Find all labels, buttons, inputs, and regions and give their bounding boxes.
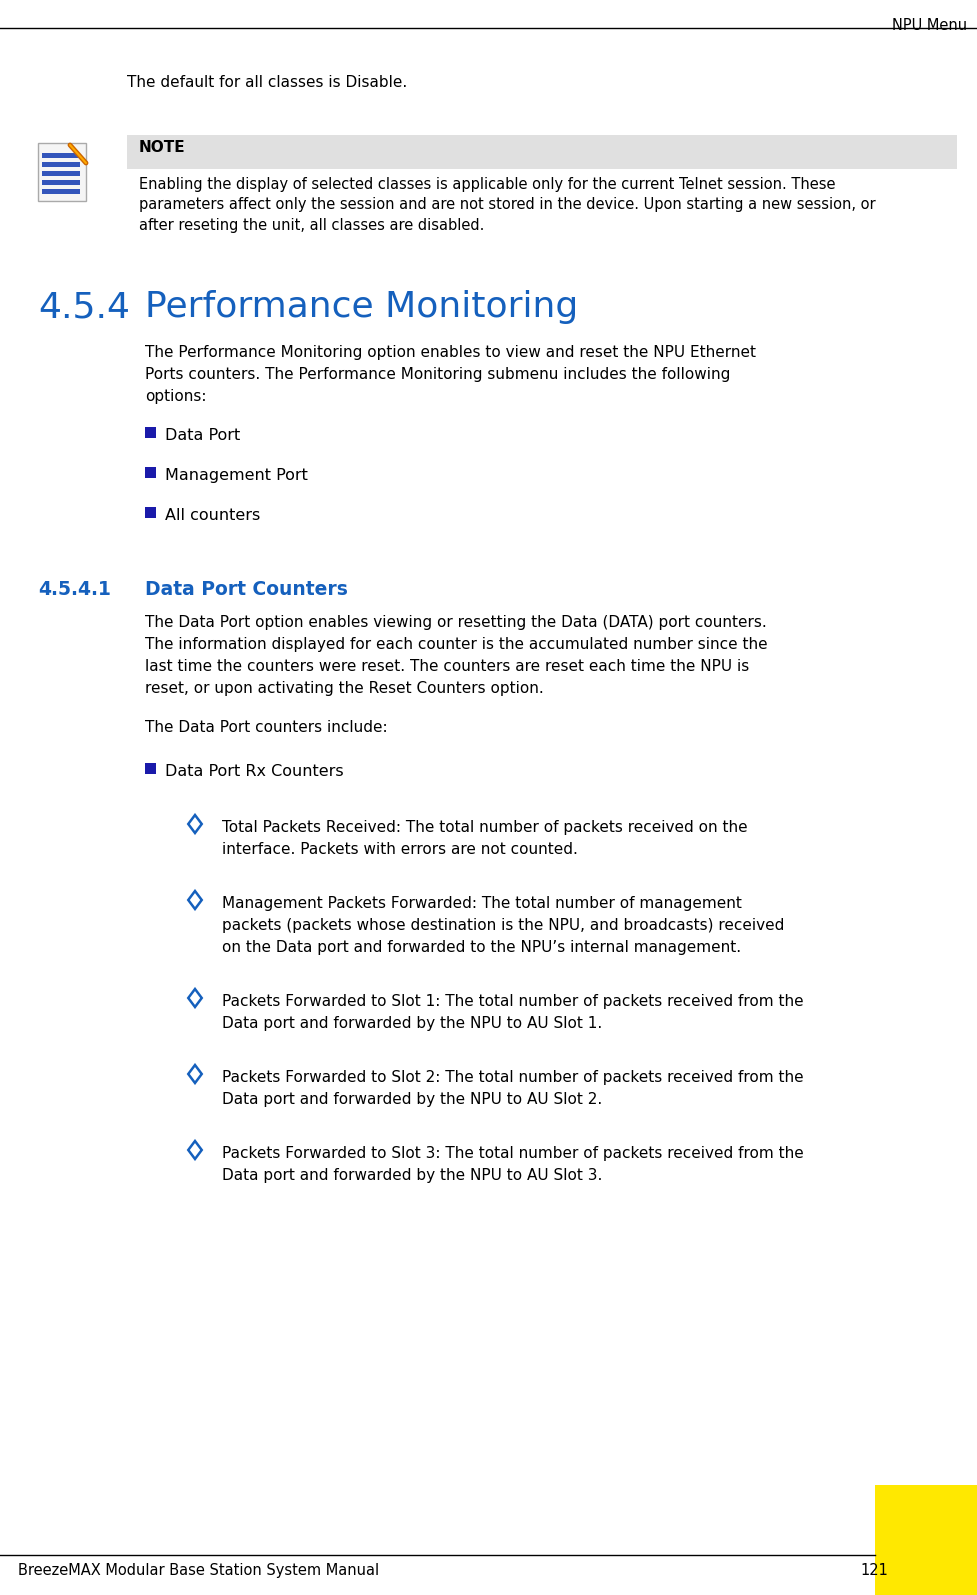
FancyBboxPatch shape xyxy=(38,144,86,201)
FancyBboxPatch shape xyxy=(42,163,80,167)
Text: Data port and forwarded by the NPU to AU Slot 3.: Data port and forwarded by the NPU to AU… xyxy=(222,1168,603,1183)
Text: The Data Port option enables viewing or resetting the Data (DATA) port counters.: The Data Port option enables viewing or … xyxy=(145,616,767,630)
Text: options:: options: xyxy=(145,389,206,404)
Text: Ports counters. The Performance Monitoring submenu includes the following: Ports counters. The Performance Monitori… xyxy=(145,367,731,381)
Text: NPU Menu: NPU Menu xyxy=(892,18,967,33)
Text: Data port and forwarded by the NPU to AU Slot 2.: Data port and forwarded by the NPU to AU… xyxy=(222,1093,602,1107)
FancyBboxPatch shape xyxy=(42,188,80,195)
Text: BreezeMAX Modular Base Station System Manual: BreezeMAX Modular Base Station System Ma… xyxy=(18,1563,379,1577)
Text: Management Packets Forwarded: The total number of management: Management Packets Forwarded: The total … xyxy=(222,896,742,911)
Text: Data Port Rx Counters: Data Port Rx Counters xyxy=(165,764,344,778)
Text: Data Port Counters: Data Port Counters xyxy=(145,581,348,600)
Text: 4.5.4: 4.5.4 xyxy=(38,290,130,324)
Text: Packets Forwarded to Slot 2: The total number of packets received from the: Packets Forwarded to Slot 2: The total n… xyxy=(222,1070,804,1085)
Text: Data port and forwarded by the NPU to AU Slot 1.: Data port and forwarded by the NPU to AU… xyxy=(222,1016,602,1030)
Text: The Data Port counters include:: The Data Port counters include: xyxy=(145,719,388,735)
Text: The Performance Monitoring option enables to view and reset the NPU Ethernet: The Performance Monitoring option enable… xyxy=(145,345,756,360)
Text: 4.5.4.1: 4.5.4.1 xyxy=(38,581,110,600)
Text: The information displayed for each counter is the accumulated number since the: The information displayed for each count… xyxy=(145,636,768,652)
Text: The default for all classes is Disable.: The default for all classes is Disable. xyxy=(127,75,407,89)
Text: Packets Forwarded to Slot 1: The total number of packets received from the: Packets Forwarded to Slot 1: The total n… xyxy=(222,994,804,1010)
Text: Management Port: Management Port xyxy=(165,467,308,483)
Text: All counters: All counters xyxy=(165,507,260,523)
Text: reset, or upon activating the Reset Counters option.: reset, or upon activating the Reset Coun… xyxy=(145,681,544,695)
FancyBboxPatch shape xyxy=(145,427,156,439)
FancyBboxPatch shape xyxy=(875,1485,977,1595)
FancyBboxPatch shape xyxy=(145,467,156,478)
FancyBboxPatch shape xyxy=(42,171,80,175)
Text: last time the counters were reset. The counters are reset each time the NPU is: last time the counters were reset. The c… xyxy=(145,659,749,675)
Text: Enabling the display of selected classes is applicable only for the current Teln: Enabling the display of selected classes… xyxy=(139,177,875,233)
Text: Packets Forwarded to Slot 3: The total number of packets received from the: Packets Forwarded to Slot 3: The total n… xyxy=(222,1145,804,1161)
FancyBboxPatch shape xyxy=(42,180,80,185)
FancyBboxPatch shape xyxy=(42,153,80,158)
Text: packets (packets whose destination is the NPU, and broadcasts) received: packets (packets whose destination is th… xyxy=(222,919,785,933)
Text: NOTE: NOTE xyxy=(139,140,186,155)
Text: Performance Monitoring: Performance Monitoring xyxy=(145,290,578,324)
Text: interface. Packets with errors are not counted.: interface. Packets with errors are not c… xyxy=(222,842,577,857)
Text: Data Port: Data Port xyxy=(165,427,240,443)
Text: Total Packets Received: The total number of packets received on the: Total Packets Received: The total number… xyxy=(222,820,747,836)
FancyBboxPatch shape xyxy=(145,762,156,774)
FancyBboxPatch shape xyxy=(127,136,957,169)
Text: on the Data port and forwarded to the NPU’s internal management.: on the Data port and forwarded to the NP… xyxy=(222,939,742,955)
FancyBboxPatch shape xyxy=(145,507,156,518)
Text: 121: 121 xyxy=(860,1563,888,1577)
